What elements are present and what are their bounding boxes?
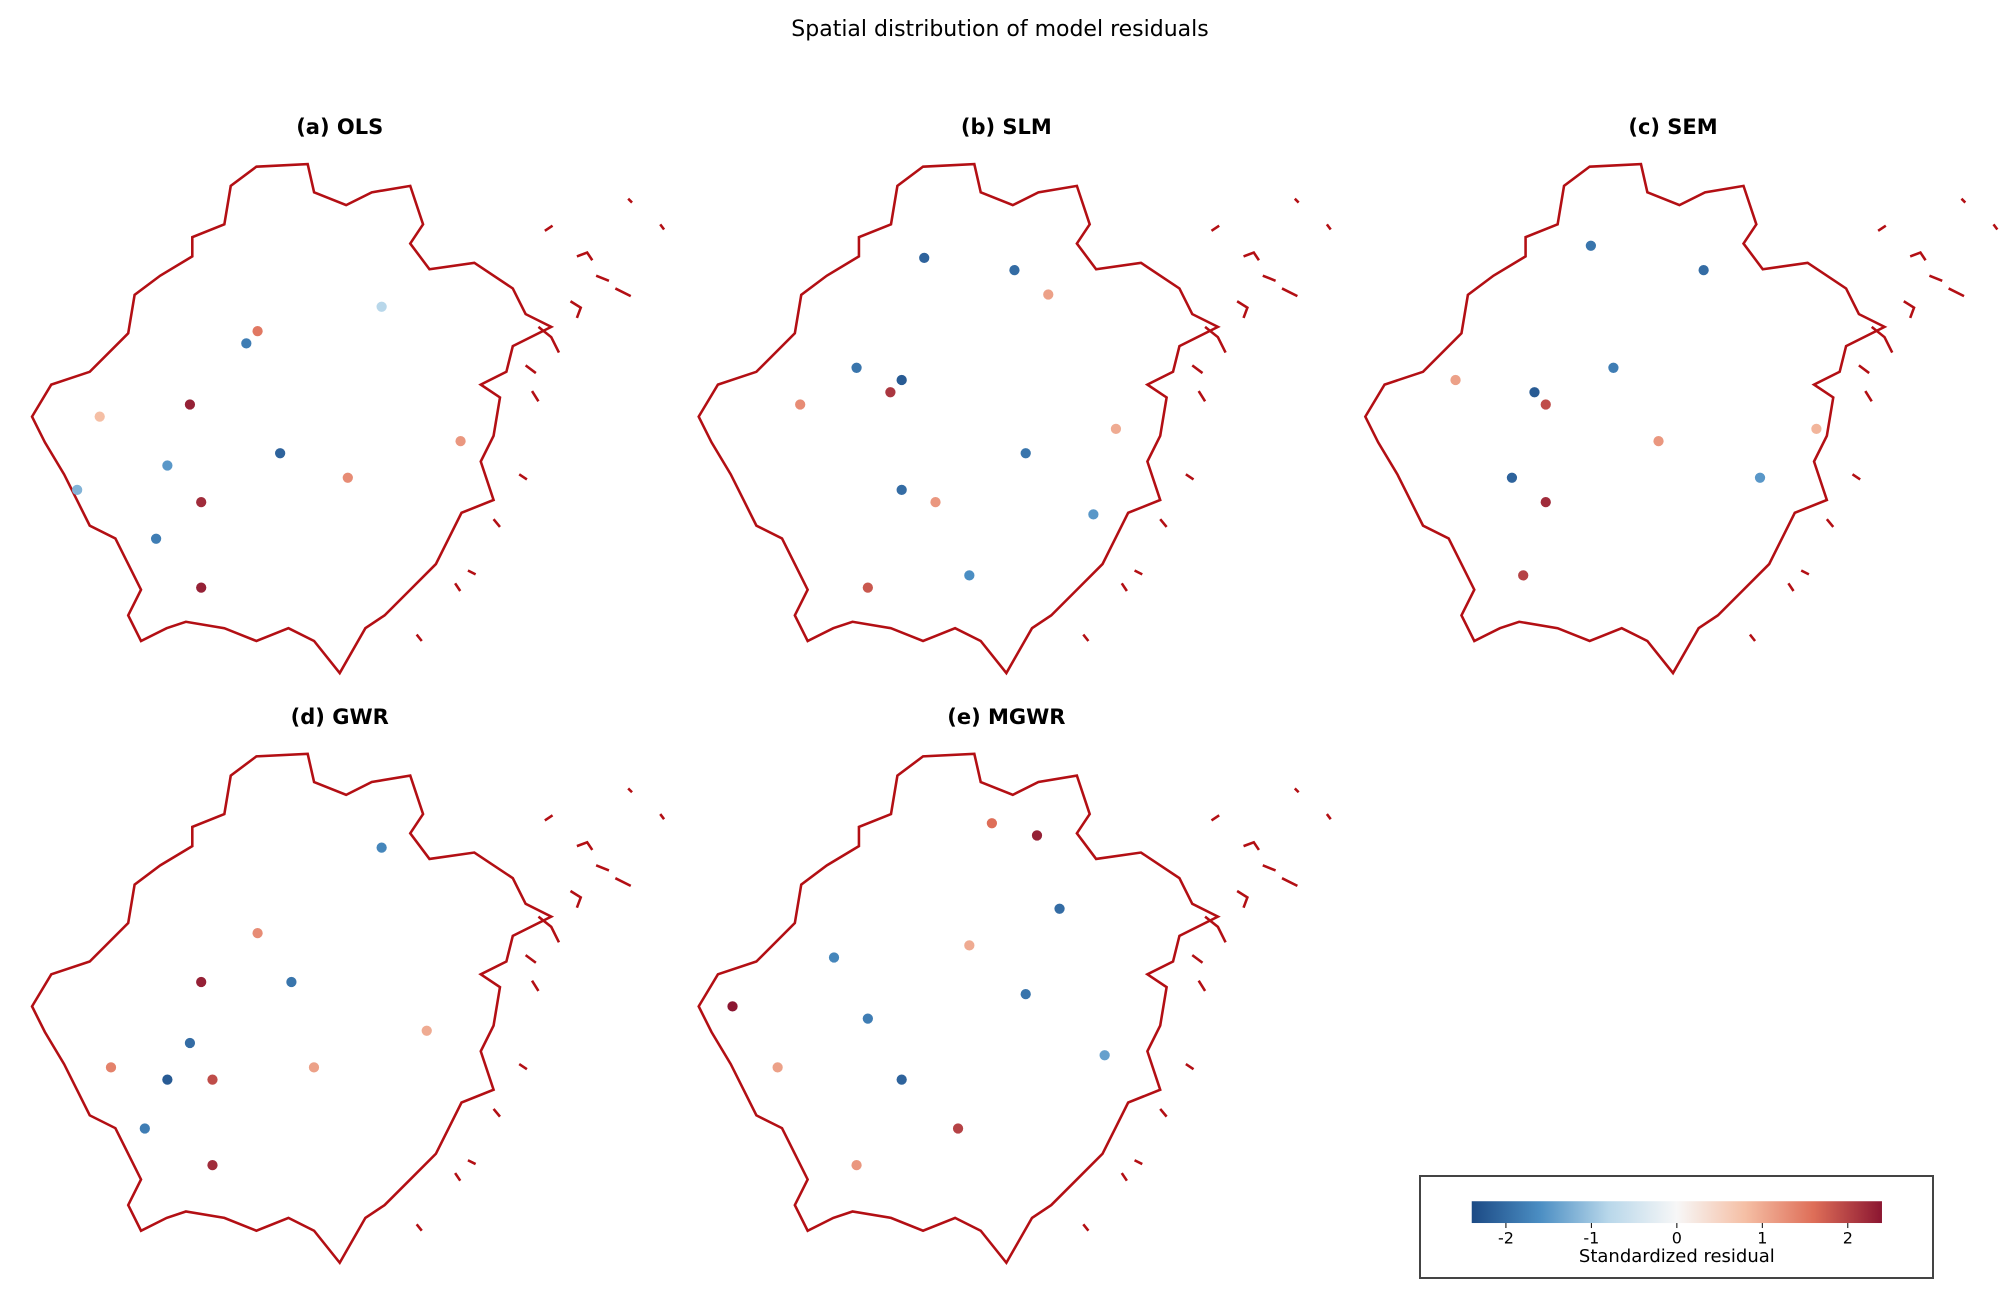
residual-point (196, 582, 207, 593)
residual-point (1608, 362, 1619, 373)
residual-point (1020, 989, 1031, 1000)
residual-point (964, 570, 975, 581)
panel-title: (e) MGWR (947, 705, 1065, 729)
residual-point (207, 1159, 218, 1171)
residual-point (1811, 423, 1822, 434)
residual-point (1110, 423, 1122, 434)
province-boundary (1364, 162, 1999, 675)
residual-point (421, 1025, 432, 1036)
residual-point (1020, 448, 1031, 459)
residual-point (376, 301, 387, 312)
province-boundary (697, 752, 1332, 1265)
residual-point (275, 448, 286, 459)
residual-point (919, 252, 930, 264)
residual-point (1529, 387, 1540, 398)
panel-title: (b) SLM (961, 115, 1052, 139)
residual-point (105, 1062, 117, 1073)
colorbar-tick-label: 1 (1757, 1229, 1767, 1248)
residual-point (1043, 289, 1054, 300)
residual-point (1054, 903, 1065, 914)
residual-point (986, 818, 998, 829)
residual-point (896, 484, 907, 496)
residual-point (1031, 830, 1043, 841)
figure-title: Spatial distribution of model residuals (791, 17, 1208, 42)
residual-point (1754, 472, 1766, 483)
residual-point (1099, 1050, 1110, 1061)
residual-point (1506, 472, 1518, 483)
residual-point (1540, 399, 1551, 410)
residual-point (1540, 496, 1551, 508)
residual-point (1698, 265, 1709, 276)
residual-point (851, 362, 862, 373)
residual-point (952, 1123, 964, 1134)
residual-point (455, 435, 466, 447)
residual-point (252, 927, 263, 939)
province-boundary (697, 162, 1332, 675)
map-panel (30, 752, 666, 1265)
panel-title: (d) GWR (291, 705, 389, 729)
colorbar-tick-label: -1 (1583, 1229, 1599, 1248)
residual-point (727, 1001, 738, 1012)
residual-point (1518, 570, 1529, 581)
residual-point (896, 1074, 907, 1085)
residual-point (964, 940, 975, 951)
residual-point (184, 399, 196, 410)
province-boundary (30, 752, 666, 1265)
panel-title: (c) SEM (1628, 115, 1717, 139)
province-boundary (30, 162, 666, 675)
colorbar-tick-label: 0 (1672, 1229, 1682, 1248)
colorbar (1471, 1201, 1882, 1224)
colorbar-tick-label: -2 (1498, 1229, 1514, 1248)
residual-point (1585, 240, 1596, 251)
residual-point (885, 387, 896, 398)
residual-point (196, 976, 207, 988)
residual-point (196, 496, 207, 508)
residual-point (1009, 265, 1020, 276)
colorbar-label: Standardized residual (1579, 1246, 1775, 1267)
map-panel (697, 162, 1332, 675)
residual-point (828, 952, 840, 963)
residual-point (1088, 509, 1099, 520)
residual-point (72, 484, 83, 496)
map-panel (30, 162, 666, 675)
residual-point (184, 1037, 196, 1049)
residual-point (207, 1074, 218, 1085)
residual-point (94, 411, 105, 422)
residual-point (308, 1062, 320, 1073)
residual-point (342, 472, 353, 483)
map-panel (1364, 162, 1999, 675)
residual-point (862, 1013, 873, 1024)
residual-point (252, 326, 263, 337)
residual-point (139, 1123, 150, 1134)
colorbar-tick-label: 2 (1843, 1229, 1853, 1248)
panel-title: (a) OLS (296, 115, 383, 139)
residual-point (862, 582, 873, 593)
residual-point (150, 533, 162, 544)
residual-point (162, 1074, 173, 1085)
residual-point (162, 460, 173, 471)
residual-point (286, 976, 297, 988)
residual-point (930, 496, 941, 508)
residual-point (1450, 374, 1461, 386)
residual-point (241, 338, 252, 349)
residual-point (851, 1159, 862, 1171)
residual-point (795, 399, 806, 410)
residual-point (376, 842, 387, 853)
residual-point (772, 1062, 783, 1073)
residual-point (1653, 435, 1664, 447)
map-panel (697, 752, 1332, 1265)
residual-point (896, 374, 907, 386)
